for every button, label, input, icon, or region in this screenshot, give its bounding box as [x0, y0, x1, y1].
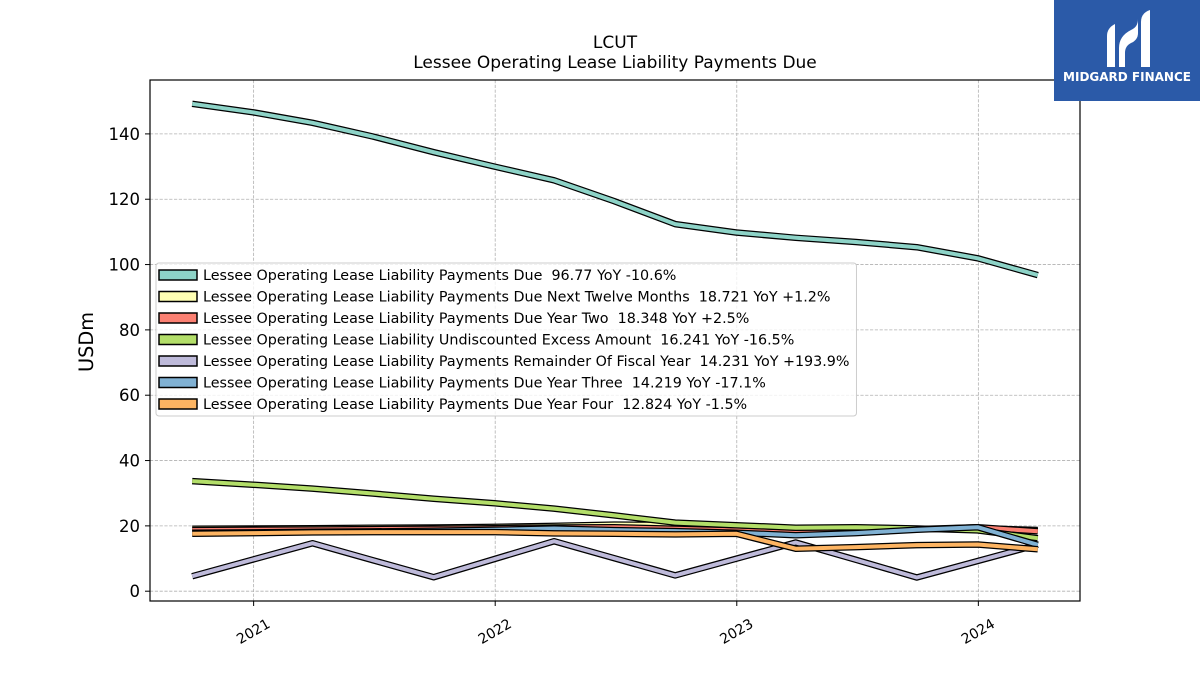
midgard-logo-icon — [1107, 10, 1150, 67]
chart-subtitle: Lessee Operating Lease Liability Payment… — [413, 53, 817, 73]
x-tick-label: 2021 — [234, 616, 273, 648]
legend-label: Lessee Operating Lease Liability Payment… — [203, 290, 830, 306]
x-tick-label: 2024 — [959, 616, 998, 648]
legend-label: Lessee Operating Lease Liability Payment… — [203, 376, 766, 392]
legend-label: Lessee Operating Lease Liability Payment… — [203, 354, 849, 370]
series-line-outline — [191, 100, 1039, 279]
legend-label: Lessee Operating Lease Liability Undisco… — [203, 333, 794, 349]
series-line-7 — [192, 528, 1039, 553]
y-tick-label: 100 — [109, 256, 141, 275]
y-tick-label: 60 — [119, 386, 140, 405]
y-tick-label: 0 — [130, 582, 141, 601]
legend-label: Lessee Operating Lease Liability Payment… — [203, 397, 747, 413]
legend: Lessee Operating Lease Liability Payment… — [155, 262, 857, 417]
series-line-5 — [191, 537, 1039, 581]
watermark-logo: MIDGARD FINANCE — [1054, 0, 1200, 101]
legend-swatch — [158, 312, 198, 324]
x-tick-label: 2023 — [717, 616, 756, 648]
series-line-1 — [191, 100, 1039, 279]
legend-entry: Lessee Operating Lease Liability Payment… — [158, 268, 676, 284]
plot-frame — [149, 79, 1081, 602]
y-axis-label: USDm — [75, 312, 98, 372]
logo-text: MIDGARD FINANCE — [1063, 70, 1191, 84]
y-tick-label: 20 — [119, 517, 140, 536]
legend-entry: Lessee Operating Lease Liability Payment… — [158, 354, 849, 370]
legend-entry: Lessee Operating Lease Liability Payment… — [158, 376, 766, 392]
legend-swatch — [158, 398, 198, 410]
chart-title: LCUT — [593, 33, 638, 53]
x-tick-label: 2022 — [476, 616, 515, 648]
y-tick-label: 40 — [119, 452, 140, 471]
series-line-stroke — [192, 530, 1038, 552]
series-lines — [191, 100, 1039, 581]
legend-entry: Lessee Operating Lease Liability Payment… — [158, 290, 830, 306]
legend-frame — [155, 262, 857, 417]
y-tick-label: 120 — [109, 190, 141, 209]
legend-swatch — [158, 269, 198, 281]
legend-entry: Lessee Operating Lease Liability Payment… — [158, 397, 747, 413]
series-line-stroke — [191, 539, 1039, 580]
series-line-stroke — [191, 101, 1039, 278]
legend-label: Lessee Operating Lease Liability Payment… — [203, 268, 676, 284]
legend-swatch — [158, 376, 198, 389]
legend-swatch — [158, 290, 198, 303]
y-tick-label: 140 — [109, 125, 141, 144]
legend-label: Lessee Operating Lease Liability Payment… — [203, 311, 749, 327]
y-tick-label: 80 — [119, 321, 140, 340]
legend-entry: Lessee Operating Lease Liability Undisco… — [158, 333, 794, 349]
legend-swatch — [158, 333, 198, 346]
legend-swatch — [158, 355, 198, 367]
legend-entry: Lessee Operating Lease Liability Payment… — [158, 311, 749, 327]
logo-background — [1054, 0, 1200, 101]
